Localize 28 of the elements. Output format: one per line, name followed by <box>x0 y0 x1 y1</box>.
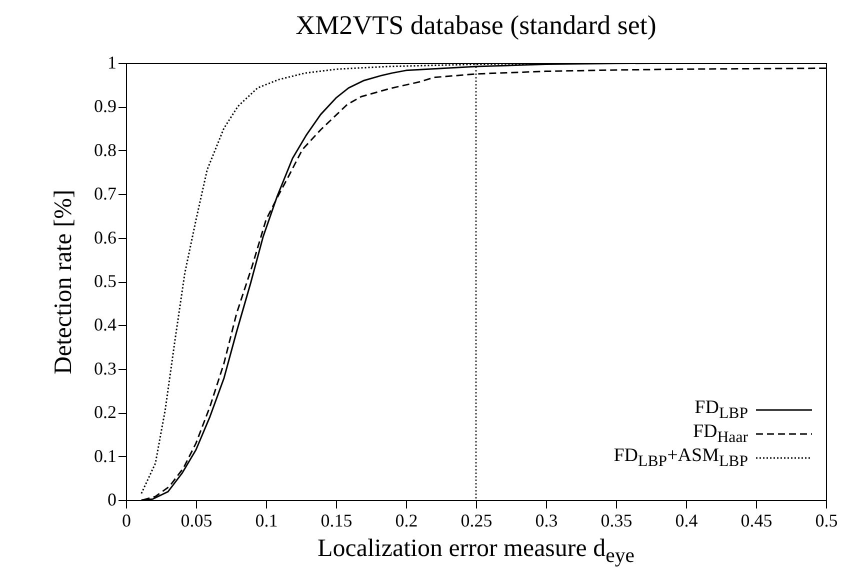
y-tick-label: 0.1 <box>94 446 116 466</box>
y-tick-label: 0.9 <box>94 96 116 116</box>
x-tick-label: 0.05 <box>180 510 212 530</box>
x-tick-label: 0.35 <box>600 510 632 530</box>
y-tick-label: 0.8 <box>94 140 116 160</box>
y-tick-label: 0.6 <box>94 227 116 248</box>
y-tick-label: 1 <box>108 52 116 72</box>
x-tick-label: 0.4 <box>675 510 698 530</box>
legend-label: FD$_{LBP}$ <box>694 397 748 423</box>
x-axis-title: Localization error measure d$_{eye}$ <box>316 535 636 568</box>
x-tick-label: 0.15 <box>320 510 352 530</box>
y-tick-label: 0 <box>108 490 116 510</box>
x-tick-label: 0.25 <box>460 510 492 530</box>
y-tick-label: 0.2 <box>94 402 116 422</box>
x-tick-label: 0 <box>122 510 131 530</box>
x-tick-label: 0.2 <box>395 510 418 530</box>
legend-label: FD$_{LBP}$+ASM$_{LBP}$ <box>614 445 748 471</box>
chart-title: XM2VTS database (standard set) <box>296 10 656 40</box>
legend-label: FD$_{Haar}$ <box>692 421 748 447</box>
x-tick-label: 0.1 <box>255 510 278 530</box>
x-tick-label: 0.3 <box>535 510 558 530</box>
y-tick-label: 0.5 <box>94 271 116 291</box>
x-tick-label: 0.5 <box>815 510 838 530</box>
x-tick-label: 0.45 <box>740 510 772 530</box>
y-axis-title: Detection rate [%] <box>50 190 77 374</box>
y-tick-label: 0.7 <box>94 184 116 204</box>
y-tick-label: 0.3 <box>94 358 116 378</box>
y-tick-label: 0.4 <box>94 314 116 335</box>
